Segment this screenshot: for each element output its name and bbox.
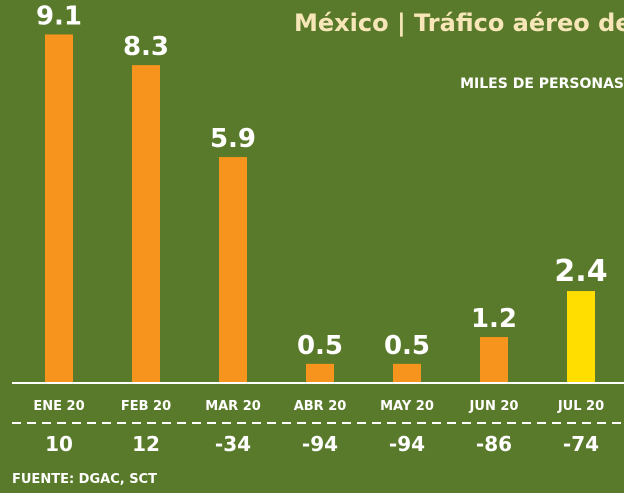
chart-subtitle: MILES DE PERSONAS — [460, 76, 624, 92]
bar-may-20 — [393, 363, 421, 383]
bar-jun-20 — [480, 337, 508, 383]
value-label: 2.4 — [554, 254, 607, 289]
category-label: ENE 20 — [33, 399, 84, 414]
change-label: 10 — [45, 432, 73, 456]
category-label: ABR 20 — [294, 399, 347, 414]
category-label: MAY 20 — [380, 399, 434, 414]
category-label: JUN 20 — [469, 399, 519, 414]
value-labels-group: 9.1 8.3 5.9 0.5 0.5 1.2 2.4 — [36, 1, 608, 360]
category-labels-group: ENE 20 FEB 20 MAR 20 ABR 20 MAY 20 JUN 20 JUL … — [33, 399, 604, 414]
category-label: MAR 20 — [205, 399, 261, 414]
bar-ene-20 — [45, 34, 73, 383]
bars-group — [45, 34, 595, 384]
change-labels-group: 10 12 -34 -94 -94 -86 -74 — [45, 432, 599, 456]
value-label: 0.5 — [384, 331, 430, 361]
bar-feb-20 — [132, 65, 160, 384]
change-label: -34 — [215, 432, 251, 456]
value-label: 0.5 — [297, 331, 343, 361]
change-label: -74 — [563, 432, 599, 456]
category-label: JUL 20 — [557, 399, 604, 414]
change-label: -94 — [389, 432, 425, 456]
value-label: 1.2 — [471, 304, 517, 334]
change-label: 12 — [132, 432, 160, 456]
bar-jul-20 — [567, 291, 595, 383]
bar-abr-20 — [306, 363, 334, 383]
chart-title: México | Tráfico aéreo de pasajeros | — [294, 9, 624, 37]
change-label: -94 — [302, 432, 338, 456]
source-note: FUENTE: DGAC, SCT — [12, 472, 157, 487]
value-label: 8.3 — [123, 32, 169, 62]
value-label: 9.1 — [36, 1, 82, 31]
change-label: -86 — [476, 432, 512, 456]
value-label: 5.9 — [210, 124, 256, 154]
category-label: FEB 20 — [121, 399, 171, 414]
bar-mar-20 — [219, 157, 247, 383]
